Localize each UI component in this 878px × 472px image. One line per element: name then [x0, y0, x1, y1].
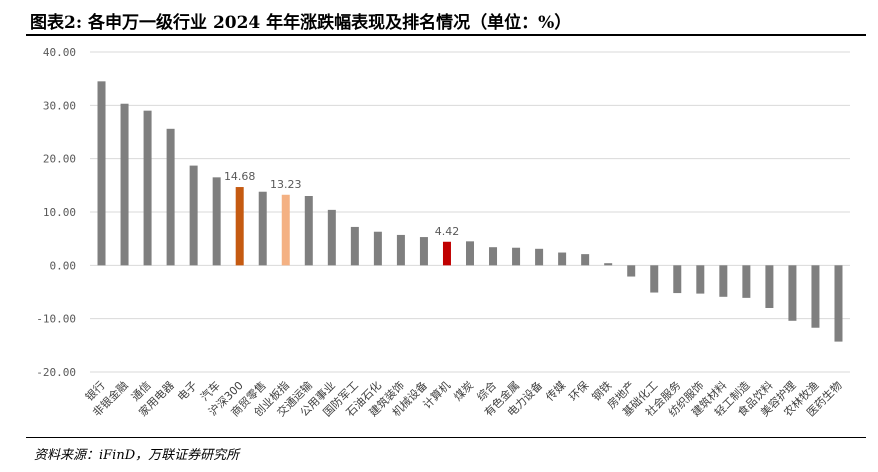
bar — [696, 265, 705, 294]
data-label: 13.23 — [270, 178, 302, 191]
x-axis-ticks: 银行非银金融通信家用电器电子汽车沪深300商贸零售创业板指交通运输公用事业国防军… — [82, 378, 844, 419]
bar — [373, 231, 382, 266]
bar — [811, 265, 820, 328]
footer-divider — [26, 437, 866, 438]
x-tick-label: 传媒 — [543, 379, 568, 404]
bar — [535, 248, 544, 266]
title-divider — [26, 34, 866, 36]
y-tick-label: 30.00 — [43, 99, 76, 112]
bar — [120, 103, 129, 266]
y-tick-label: 40.00 — [43, 46, 76, 59]
bar — [442, 241, 451, 266]
bar — [350, 226, 359, 266]
bar — [212, 177, 221, 266]
bar — [512, 247, 521, 266]
data-label: 14.68 — [224, 170, 256, 183]
gridlines — [90, 51, 850, 373]
bar — [719, 265, 728, 297]
bar — [581, 254, 590, 266]
bar — [673, 265, 682, 294]
bar — [466, 241, 474, 266]
y-tick-label: 20.00 — [43, 153, 76, 166]
data-label: 4.42 — [435, 225, 460, 238]
bar — [834, 265, 843, 342]
bar — [765, 265, 774, 308]
bar — [258, 191, 267, 266]
bar — [627, 265, 636, 277]
bar — [304, 196, 313, 266]
chart-title: 图表2: 各申万一级行业 2024 年年涨跌幅表现及排名情况（单位：%） — [30, 13, 572, 33]
bar — [189, 165, 198, 266]
y-tick-label: -20.00 — [36, 366, 76, 379]
bar — [788, 265, 797, 321]
source-note: 资料来源：iFinD，万联证券研究所 — [34, 448, 240, 463]
bar — [489, 247, 498, 266]
x-tick-label: 环保 — [566, 378, 591, 403]
bar — [419, 237, 428, 266]
x-tick-label: 煤炭 — [451, 379, 476, 404]
y-axis-ticks: 40.00 30.00 20.00 10.00 0.00 -10.00 -20.00 — [36, 46, 76, 379]
bar — [166, 128, 175, 266]
y-tick-label: -10.00 — [36, 313, 76, 326]
bars — [97, 81, 843, 342]
bar — [558, 252, 567, 266]
bar — [742, 265, 751, 298]
title-bar: 图表2: 各申万一级行业 2024 年年涨跌幅表现及排名情况（单位：%） — [0, 0, 878, 34]
bar — [396, 234, 405, 266]
bar — [235, 187, 244, 266]
bar — [143, 110, 152, 266]
x-tick-label: 电子 — [175, 379, 200, 404]
y-tick-label: 0.00 — [50, 259, 77, 272]
bar — [281, 194, 290, 266]
y-tick-label: 10.00 — [43, 206, 76, 219]
data-labels: 14.68 13.23 4.42 — [224, 170, 459, 238]
bar-chart: 40.00 30.00 20.00 10.00 0.00 -10.00 -20.00 14.… — [36, 46, 850, 419]
bar — [650, 265, 659, 293]
bar — [97, 81, 106, 266]
bar — [327, 209, 336, 266]
bar — [604, 263, 613, 266]
